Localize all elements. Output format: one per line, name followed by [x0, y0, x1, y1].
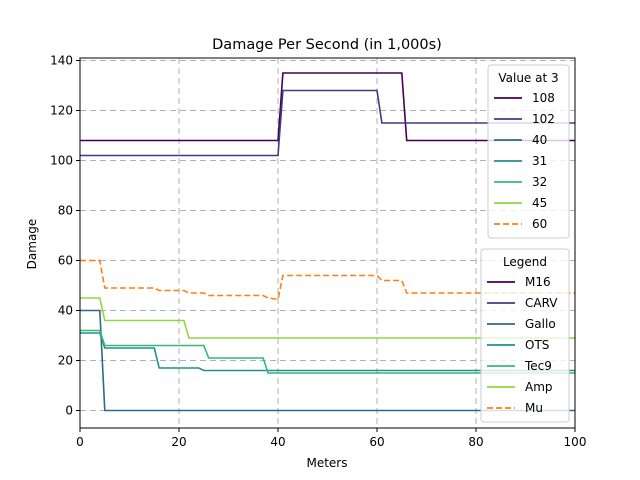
- legend-label: M16: [525, 275, 551, 289]
- y-tick-label: 120: [50, 104, 73, 118]
- x-tick-label: 40: [270, 435, 285, 449]
- legend-label: 60: [532, 217, 547, 231]
- legend-names: Legend M16 CARV Gallo OTS Tec9 Amp Mu: [480, 248, 570, 423]
- legend-title: Value at 3: [498, 71, 558, 85]
- legend-label: Tec9: [524, 359, 552, 373]
- legend-label: 108: [532, 91, 555, 105]
- y-tick-label: 100: [50, 154, 73, 168]
- legend-label: 32: [532, 175, 547, 189]
- series-line-amp: [80, 297, 575, 339]
- legend-label: Amp: [525, 380, 553, 394]
- legend-label: OTS: [525, 338, 549, 352]
- x-tick-label: 80: [468, 435, 483, 449]
- legend-title: Legend: [503, 255, 547, 269]
- y-axis-label: Damage: [25, 219, 39, 270]
- series-line-gallo: [80, 309, 575, 412]
- series-line-tec9: [80, 329, 575, 374]
- x-tick-label: 60: [369, 435, 384, 449]
- x-tick-label: 100: [564, 435, 587, 449]
- y-tick-label: 80: [58, 204, 73, 218]
- legend-label: 102: [532, 112, 555, 126]
- y-tick-label: 40: [58, 304, 73, 318]
- legend-label: 31: [532, 154, 547, 168]
- x-tick-label: 20: [171, 435, 186, 449]
- legend-label: CARV: [525, 296, 558, 310]
- series-line-carv: [80, 89, 575, 157]
- x-tick-label: 0: [76, 435, 84, 449]
- legend-label: 40: [532, 133, 547, 147]
- legend-box: [480, 248, 570, 423]
- legend-values: Value at 3 108 102 40 31 32 45 60: [487, 64, 570, 239]
- legend-label: Mu: [525, 401, 543, 415]
- legend-box: [487, 64, 570, 239]
- ticks: 0 20 40 60 80 100 0 20 40 60 80 100 120 140: [50, 54, 586, 450]
- plot-frame: [79, 57, 576, 429]
- y-tick-label: 20: [58, 354, 73, 368]
- legend-label: Gallo: [525, 317, 556, 331]
- y-tick-label: 60: [58, 254, 73, 268]
- series-line-mu: [80, 259, 575, 301]
- series-lines: [80, 72, 575, 412]
- series-line-m16: [80, 72, 575, 142]
- y-tick-label: 140: [50, 54, 73, 68]
- chart-title: Damage Per Second (in 1,000s): [212, 37, 442, 53]
- y-tick-label: 0: [65, 404, 73, 418]
- legend-label: 45: [532, 196, 547, 210]
- x-axis-label: Meters: [306, 456, 347, 470]
